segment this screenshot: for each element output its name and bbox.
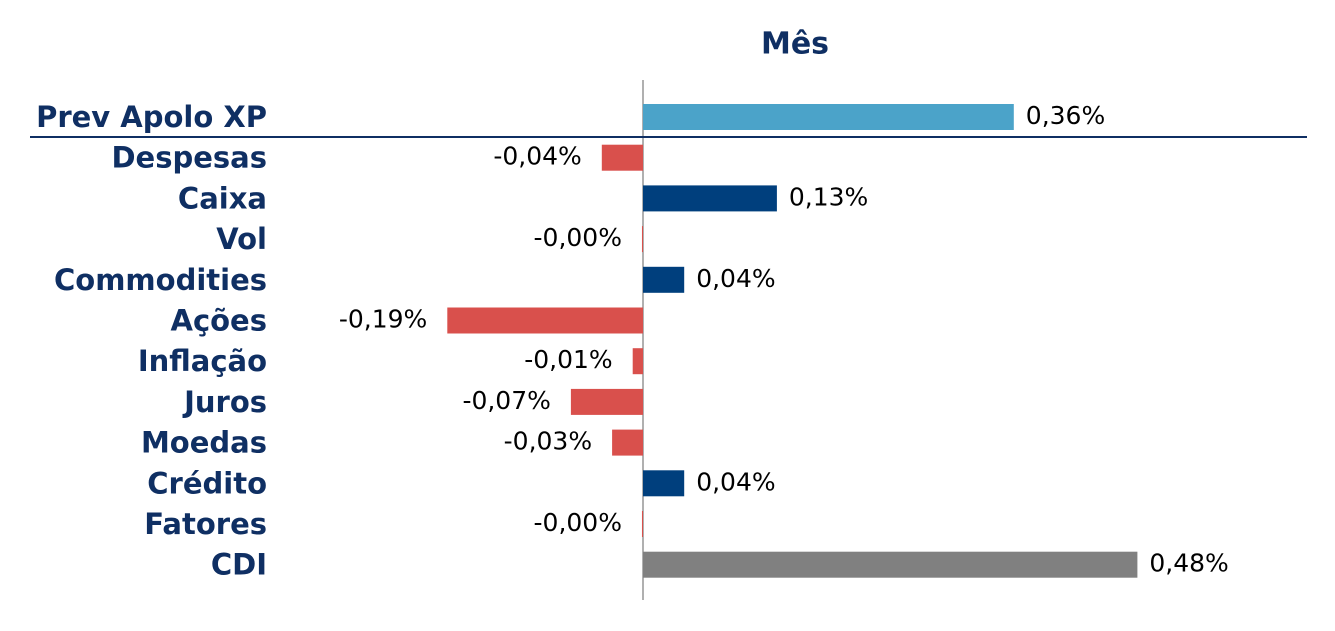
bar <box>601 144 643 171</box>
value-label: -0,19% <box>339 305 427 334</box>
bar <box>643 551 1138 578</box>
category-label: Vol <box>216 222 267 256</box>
category-label: Caixa <box>178 181 267 215</box>
category-label: Juros <box>182 385 267 419</box>
bar <box>641 511 643 537</box>
chart-title: Mês <box>761 27 829 62</box>
value-label: 0,13% <box>789 182 868 211</box>
bar <box>632 348 643 375</box>
bar <box>643 266 685 293</box>
value-label: -0,00% <box>534 223 622 252</box>
bar <box>612 429 643 456</box>
value-label: -0,03% <box>504 427 592 456</box>
value-label: -0,00% <box>534 508 622 537</box>
value-label: 0,04% <box>696 467 775 496</box>
value-label: 0,36% <box>1026 101 1105 130</box>
category-label: Crédito <box>147 466 267 500</box>
bar <box>641 226 643 253</box>
category-label: CDI <box>211 548 267 582</box>
category-label: Prev Apolo XP <box>36 100 267 134</box>
category-label: Inflação <box>138 344 267 378</box>
value-label: -0,04% <box>493 142 581 171</box>
value-label: 0,48% <box>1149 549 1228 578</box>
category-label: Commodities <box>54 263 267 297</box>
value-label: -0,07% <box>462 386 550 415</box>
bar <box>447 307 643 334</box>
category-label: Despesas <box>111 141 267 175</box>
value-label: 0,04% <box>696 264 775 293</box>
value-label: -0,01% <box>524 345 612 374</box>
bar <box>570 388 643 415</box>
category-label: Fatores <box>144 507 267 541</box>
category-label: Ações <box>171 304 268 338</box>
bar <box>643 185 777 212</box>
bar <box>643 470 685 497</box>
bar <box>643 104 1014 130</box>
category-label: Moedas <box>141 426 267 460</box>
